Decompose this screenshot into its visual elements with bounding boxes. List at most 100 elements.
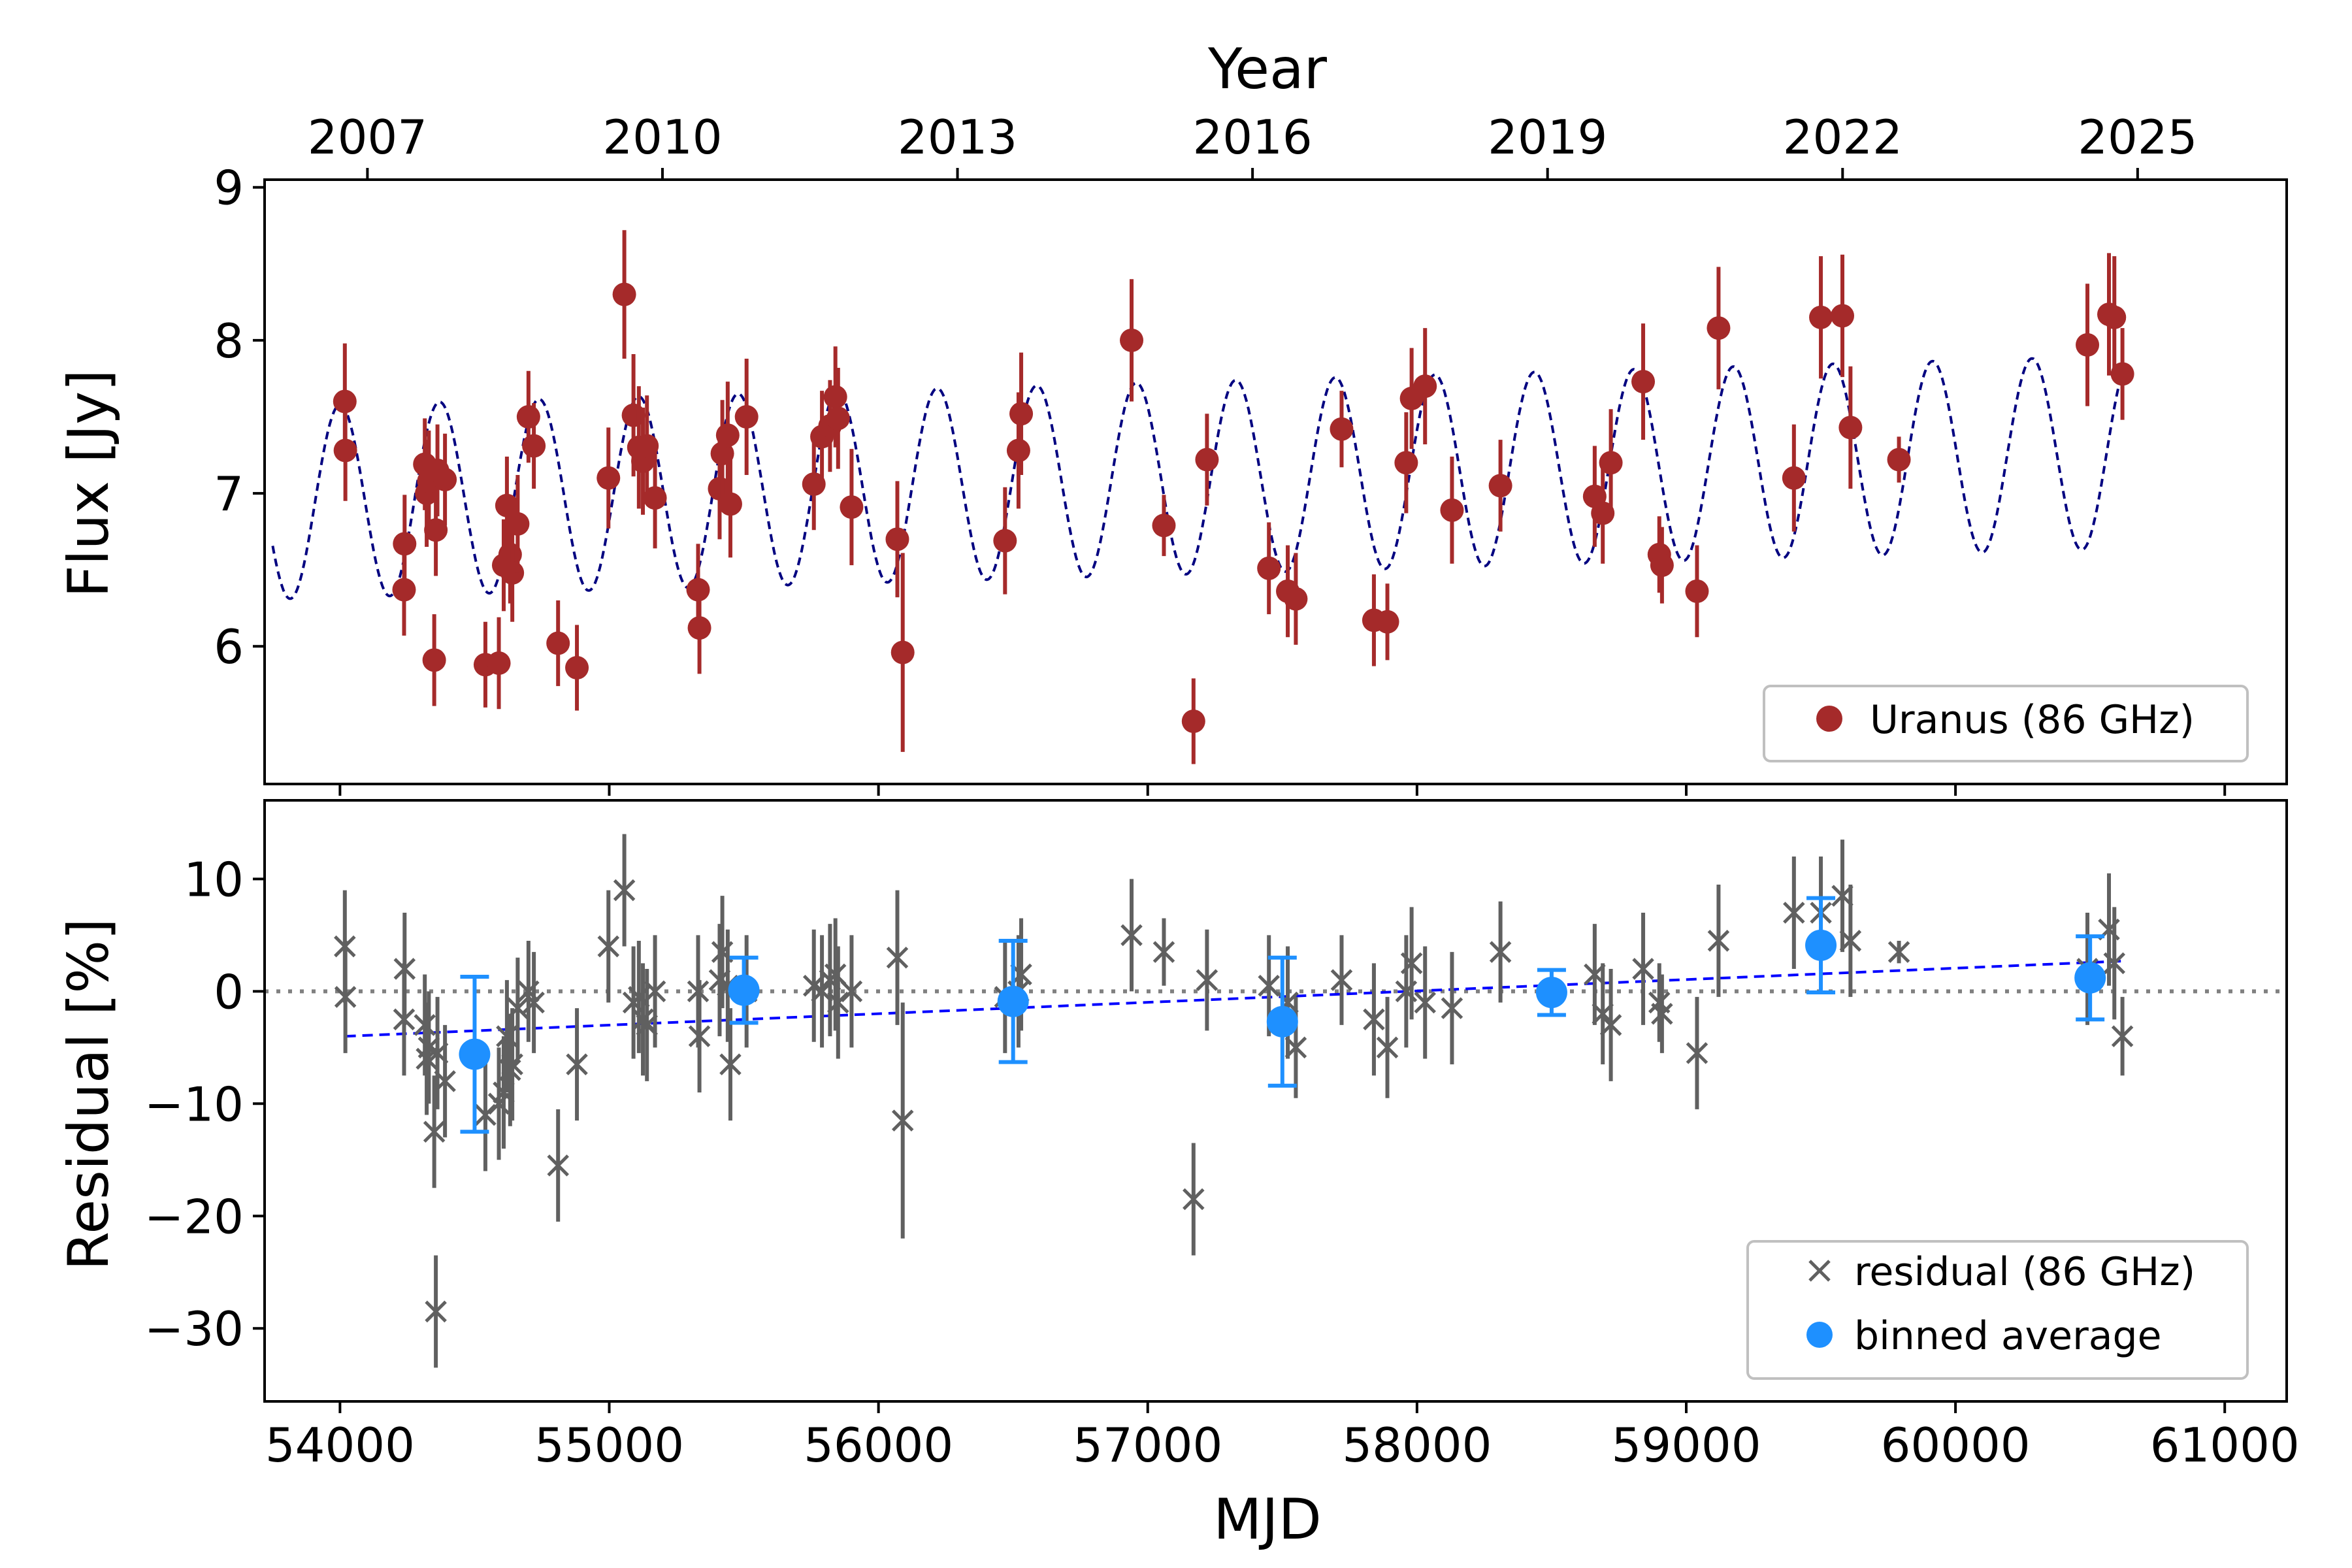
top-panel: Year 2007 2010 2013 2016 2019 2022 2025 6 7 8 9 F… bbox=[56, 37, 2288, 796]
flux-point bbox=[1375, 583, 1399, 661]
residual-x-marker bbox=[566, 1053, 588, 1075]
flux-marker bbox=[516, 404, 540, 429]
top-axis-title: Year bbox=[1207, 37, 1328, 102]
residual-point bbox=[1120, 879, 1143, 992]
flux-point bbox=[1488, 440, 1512, 532]
flux-point bbox=[802, 438, 826, 531]
year-tick-label: 2019 bbox=[1488, 110, 1607, 165]
mjd-tick-label: 58000 bbox=[1342, 1418, 1492, 1473]
flux-tick-label: 7 bbox=[214, 466, 244, 521]
residual-tick-label: −10 bbox=[144, 1077, 244, 1132]
flux-marker bbox=[1152, 514, 1176, 538]
year-tick-label: 2016 bbox=[1193, 110, 1313, 165]
year-axis: 2007 2010 2013 2016 2019 2022 2025 bbox=[308, 110, 2197, 180]
residual-point bbox=[613, 834, 636, 947]
flux-marker bbox=[734, 404, 759, 429]
flux-marker bbox=[1838, 416, 1863, 440]
bottom-legend: residual (86 GHz) binned average bbox=[1746, 1240, 2249, 1380]
flux-point bbox=[506, 474, 530, 573]
flux-marker bbox=[885, 527, 909, 551]
residual-x-marker bbox=[1120, 924, 1143, 947]
flux-point bbox=[546, 600, 570, 687]
residual-x-marker bbox=[1196, 969, 1218, 991]
year-tick-label: 2013 bbox=[898, 110, 1017, 165]
flux-marker bbox=[565, 656, 589, 680]
flux-marker bbox=[495, 493, 519, 517]
flux-marker bbox=[487, 651, 511, 675]
binned-point bbox=[1535, 968, 1567, 1017]
bottom-legend-residual-label: residual (86 GHz) bbox=[1854, 1249, 2195, 1295]
residual-point bbox=[1686, 996, 1708, 1109]
bottom-legend-binned-label: binned average bbox=[1854, 1313, 2162, 1359]
flux-plot-area bbox=[271, 230, 2134, 764]
flux-point bbox=[1330, 391, 1354, 468]
residual-point bbox=[1599, 968, 1622, 1081]
flux-point bbox=[718, 450, 742, 558]
flux-point bbox=[1707, 267, 1731, 389]
flux-marker bbox=[1181, 709, 1205, 733]
flux-axis-label: Flux [Jy] bbox=[56, 369, 122, 597]
binned-marker bbox=[1266, 1005, 1298, 1037]
mjd-axis-label: MJD bbox=[1213, 1487, 1322, 1552]
flux-marker bbox=[1599, 451, 1623, 475]
binned-marker bbox=[1535, 977, 1567, 1009]
mjd-tick-label: 57000 bbox=[1073, 1418, 1222, 1473]
binned-average-points bbox=[459, 896, 2106, 1134]
residual-points bbox=[334, 834, 2134, 1368]
residual-tick-label: −20 bbox=[144, 1189, 244, 1244]
residual-point bbox=[1196, 929, 1218, 1031]
binned-point bbox=[2074, 934, 2106, 1022]
flux-point bbox=[433, 433, 457, 526]
flux-point bbox=[840, 449, 864, 566]
residual-x-marker bbox=[334, 986, 357, 1008]
residual-point bbox=[1632, 912, 1654, 1025]
uranus-flux-points bbox=[333, 230, 2134, 764]
residual-point bbox=[719, 1008, 742, 1121]
flux-point bbox=[826, 368, 850, 469]
residual-point bbox=[1414, 946, 1436, 1059]
flux-point bbox=[1284, 553, 1308, 645]
flux-marker bbox=[687, 616, 711, 640]
residual-x-marker bbox=[2103, 952, 2126, 975]
flux-point bbox=[1195, 414, 1219, 506]
top-legend: Uranus (86 GHz) bbox=[1763, 685, 2249, 762]
flux-point bbox=[1650, 527, 1674, 604]
bottom-legend-x-marker bbox=[1808, 1260, 1831, 1282]
flux-marker bbox=[840, 495, 864, 519]
flux-axis: 6 7 8 9 bbox=[214, 161, 265, 674]
flux-point bbox=[596, 427, 621, 529]
flux-marker bbox=[1631, 370, 1656, 394]
flux-point bbox=[1809, 256, 1833, 379]
bottom-panel-frame bbox=[263, 799, 2288, 1403]
flux-marker bbox=[1330, 417, 1354, 441]
residual-x-marker bbox=[423, 1120, 446, 1143]
mjd-tick-label: 54000 bbox=[265, 1418, 415, 1473]
residual-x-marker bbox=[1414, 991, 1436, 1014]
residual-x-marker bbox=[1258, 974, 1280, 997]
residual-point bbox=[2111, 996, 2134, 1076]
residual-x-marker bbox=[1284, 1036, 1307, 1059]
flux-marker bbox=[826, 406, 850, 431]
flux-marker bbox=[1591, 501, 1615, 525]
residual-x-marker bbox=[1839, 930, 1862, 952]
flux-marker bbox=[546, 631, 570, 655]
flux-point bbox=[487, 617, 511, 710]
flux-marker bbox=[612, 282, 636, 306]
residual-x-marker bbox=[1887, 941, 1910, 963]
flux-point bbox=[993, 487, 1017, 595]
flux-marker bbox=[718, 492, 742, 516]
flux-marker bbox=[1488, 474, 1512, 498]
flux-marker bbox=[715, 423, 740, 448]
binned-point bbox=[728, 955, 760, 1025]
bottom-panel: 10 0 −10 −20 −30 Residual [%] 54000 55000 5600… bbox=[56, 799, 2300, 1552]
mjd-tick-label: 60000 bbox=[1881, 1418, 2031, 1473]
flux-point bbox=[1394, 412, 1418, 514]
flux-point bbox=[734, 358, 759, 475]
residual-point bbox=[499, 1013, 521, 1126]
top-panel-mjd-ticks bbox=[338, 784, 2227, 796]
residual-x-marker bbox=[1783, 902, 1805, 924]
flux-marker bbox=[1009, 402, 1034, 426]
residual-point bbox=[1489, 901, 1512, 1003]
residual-x-marker bbox=[1651, 1002, 1673, 1025]
